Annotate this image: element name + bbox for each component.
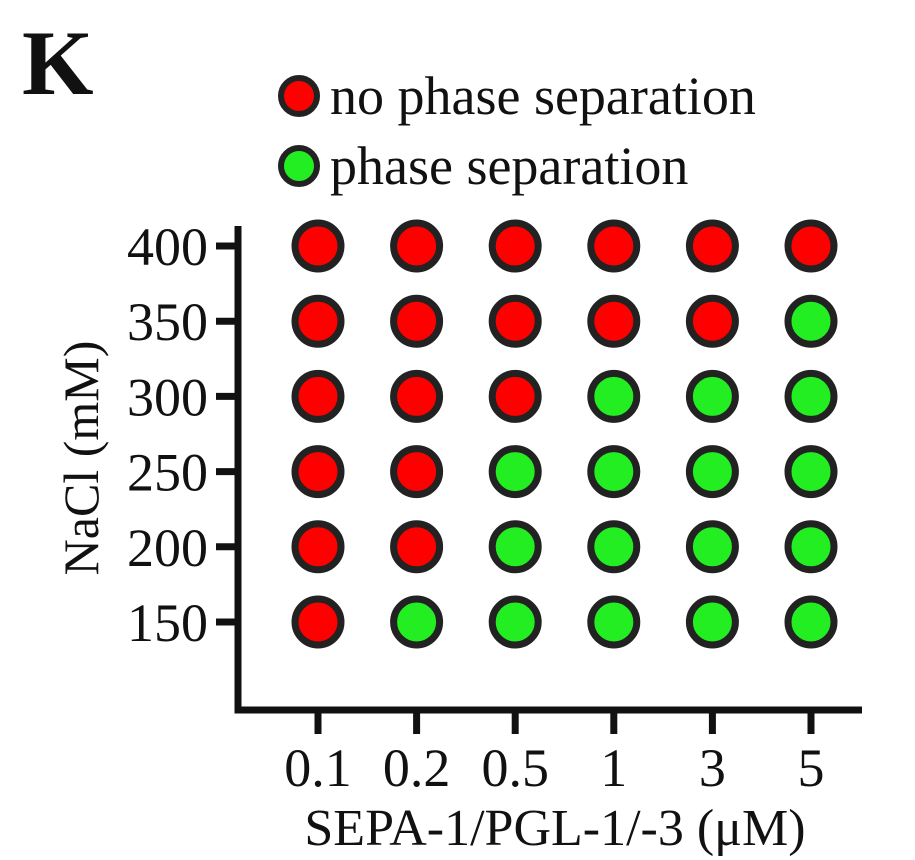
point-no-phase-separation — [488, 294, 542, 348]
point-no-phase-separation — [587, 294, 641, 348]
point-no-phase-separation — [587, 219, 641, 273]
point-phase-separation — [685, 445, 739, 499]
point-no-phase-separation — [390, 219, 444, 273]
point-phase-separation — [488, 595, 542, 649]
point-phase-separation — [784, 445, 838, 499]
y-tick-label: 150 — [127, 593, 208, 653]
y-tick-label: 400 — [127, 217, 208, 277]
y-axis-label: NaCl (mM) — [53, 341, 109, 576]
point-no-phase-separation — [685, 294, 739, 348]
y-tick-label: 200 — [127, 518, 208, 578]
x-tick-label: 0.5 — [481, 738, 549, 798]
point-no-phase-separation — [291, 445, 345, 499]
point-phase-separation — [488, 445, 542, 499]
point-phase-separation — [685, 369, 739, 423]
point-phase-separation — [784, 369, 838, 423]
point-phase-separation — [587, 520, 641, 574]
point-phase-separation — [784, 520, 838, 574]
point-no-phase-separation — [488, 369, 542, 423]
x-tick-label: 3 — [699, 738, 726, 798]
point-no-phase-separation — [390, 294, 444, 348]
point-no-phase-separation — [685, 219, 739, 273]
point-phase-separation — [587, 445, 641, 499]
legend-marker-phase-separation — [278, 145, 320, 187]
data-points — [291, 219, 838, 649]
point-phase-separation — [488, 520, 542, 574]
legend-marker-no-phase-separation — [278, 75, 320, 117]
y-tick-label: 300 — [127, 367, 208, 427]
y-axis-ticks: 150 200 250 300 350 400 — [127, 217, 238, 653]
point-no-phase-separation — [291, 520, 345, 574]
x-axis-label: SEPA-1/PGL-1/-3 (μM) — [304, 800, 805, 857]
x-tick-label: 0.1 — [284, 738, 352, 798]
point-no-phase-separation — [291, 595, 345, 649]
point-no-phase-separation — [291, 219, 345, 273]
point-no-phase-separation — [488, 219, 542, 273]
x-axis-ticks: 0.1 0.2 0.5 1 3 5 — [284, 710, 825, 798]
point-phase-separation — [784, 595, 838, 649]
legend: no phase separation phase separation — [278, 66, 756, 196]
x-tick-label: 1 — [600, 738, 627, 798]
x-tick-label: 0.2 — [383, 738, 451, 798]
point-no-phase-separation — [784, 219, 838, 273]
point-no-phase-separation — [390, 520, 444, 574]
point-phase-separation — [587, 595, 641, 649]
point-no-phase-separation — [291, 369, 345, 423]
x-tick-label: 5 — [798, 738, 825, 798]
y-tick-label: 250 — [127, 443, 208, 503]
panel-label: K — [22, 12, 94, 114]
point-phase-separation — [587, 369, 641, 423]
point-no-phase-separation — [291, 294, 345, 348]
legend-label-phase-separation: phase separation — [330, 136, 688, 196]
point-no-phase-separation — [390, 369, 444, 423]
y-tick-label: 350 — [127, 292, 208, 352]
point-phase-separation — [390, 595, 444, 649]
legend-label-no-phase-separation: no phase separation — [330, 66, 756, 126]
point-phase-separation — [784, 294, 838, 348]
point-no-phase-separation — [390, 445, 444, 499]
point-phase-separation — [685, 595, 739, 649]
point-phase-separation — [685, 520, 739, 574]
